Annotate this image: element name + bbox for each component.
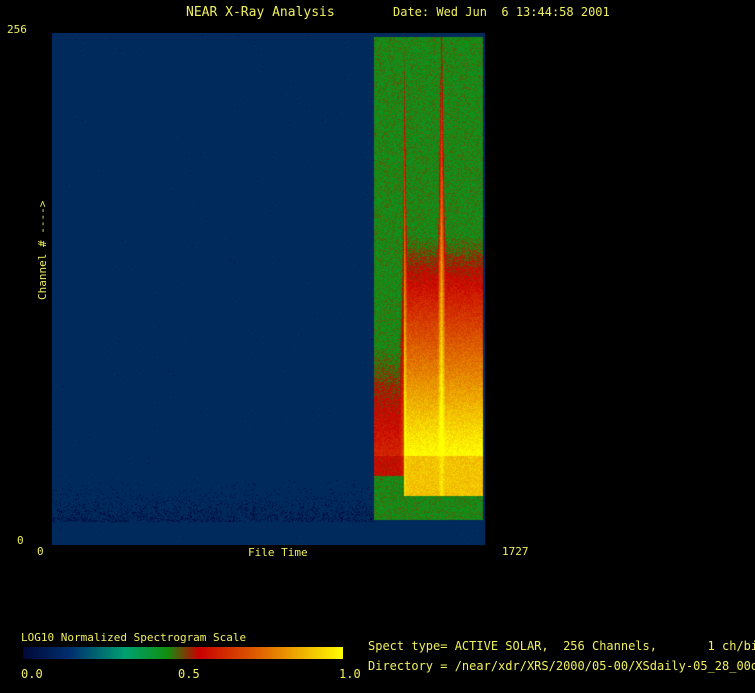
colorbar-tick-0: 0.0 [21, 667, 43, 681]
directory-info: Directory = /near/xdr/XRS/2000/05-00/XSd… [368, 659, 755, 673]
spectrogram-heatmap [52, 33, 485, 545]
colorbar [23, 647, 343, 659]
chart-title: NEAR X-Ray Analysis [186, 5, 335, 20]
x-tick-label-max: 1727 [502, 545, 529, 558]
x-tick-label-min: 0 [37, 545, 44, 558]
y-tick-label-max: 256 [7, 23, 27, 36]
spectrogram-plot [52, 33, 485, 545]
colorbar-tick-1: 1.0 [339, 667, 361, 681]
colorbar-title: LOG10 Normalized Spectrogram Scale [21, 631, 247, 644]
spect-type-info: Spect type= ACTIVE SOLAR, 256 Channels, … [368, 639, 755, 653]
y-tick-label-min: 0 [17, 534, 24, 547]
date-label: Date: Wed Jun 6 13:44:58 2001 [393, 5, 610, 19]
x-axis-label: File Time [248, 546, 308, 559]
colorbar-tick-05: 0.5 [178, 667, 200, 681]
y-axis-label: Channel # ----> [36, 200, 49, 300]
